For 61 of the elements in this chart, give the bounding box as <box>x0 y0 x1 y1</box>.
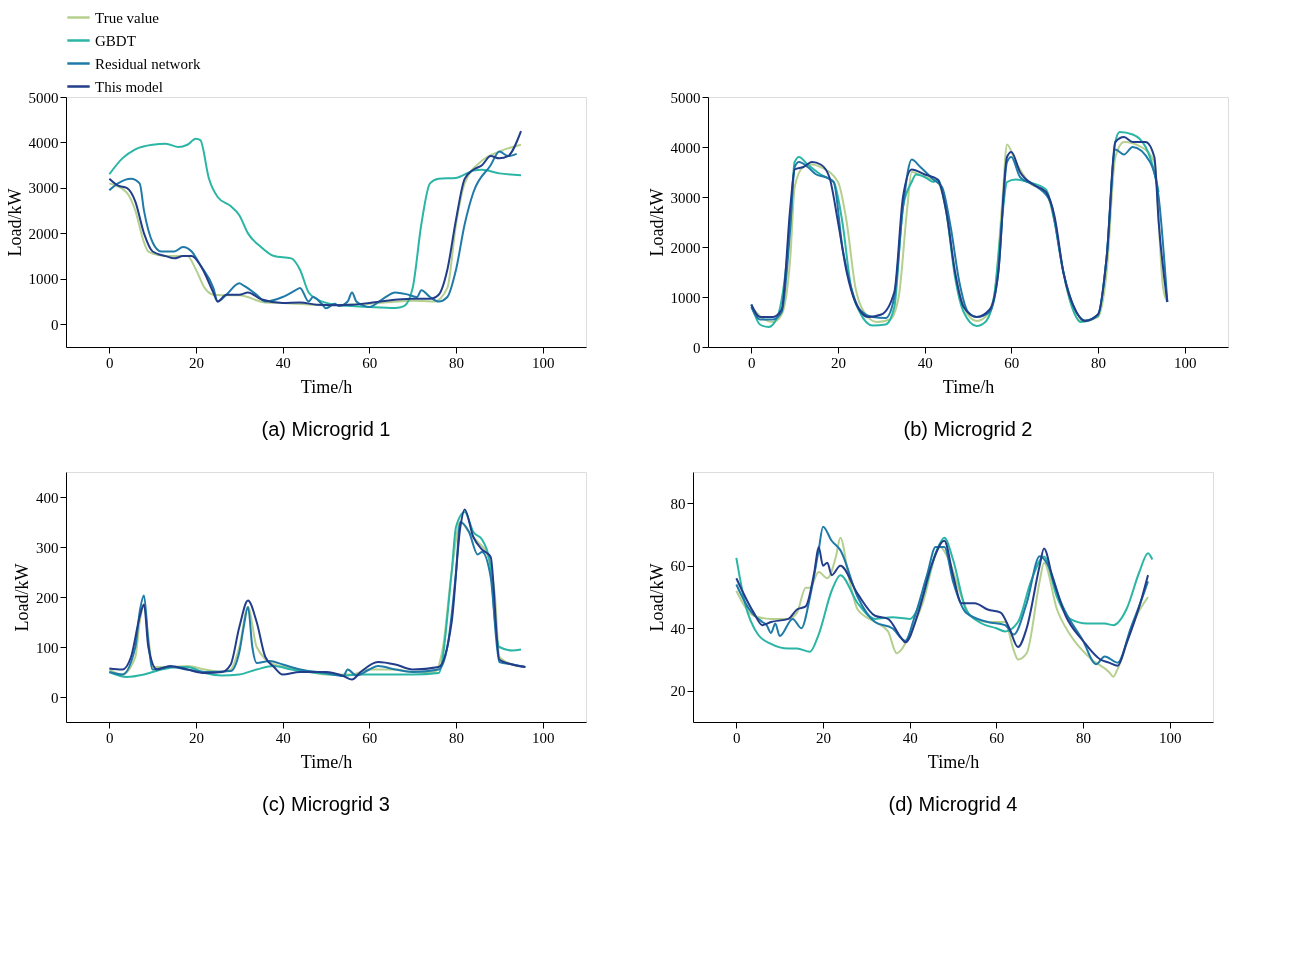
x-tick-label: 80 <box>1091 354 1106 371</box>
x-tick-label: 100 <box>1173 354 1197 371</box>
x-tick-label: 60 <box>1004 354 1020 371</box>
y-tick-label: 2000 <box>28 225 59 242</box>
legend-label: This model <box>95 78 163 95</box>
y-tick-label: 1000 <box>28 271 59 288</box>
y-tick-label: 3000 <box>670 189 701 206</box>
y-tick-label: 4000 <box>28 134 59 151</box>
x-tick-label: 0 <box>106 354 114 371</box>
x-tick-label: 40 <box>275 354 291 371</box>
x-tick-label: 0 <box>106 729 114 746</box>
y-tick-label: 5000 <box>670 89 701 106</box>
x-tick-label: 40 <box>902 729 918 746</box>
y-tick-label: 0 <box>693 339 701 356</box>
y-axis-title: Load/kW <box>646 563 667 632</box>
text: (a) Microgrid 1 <box>261 418 391 440</box>
y-axis-title: Load/kW <box>4 188 25 257</box>
text: (d) Microgrid 4 <box>888 793 1018 815</box>
y-tick-label: 200 <box>36 589 59 606</box>
x-tick-label: 20 <box>189 354 204 371</box>
y-tick-label: 0 <box>51 316 59 333</box>
legend-label: GBDT <box>95 32 136 49</box>
y-tick-label: 2000 <box>670 239 701 256</box>
x-axis-title: Time/h <box>942 376 995 397</box>
x-tick-label: 20 <box>189 729 204 746</box>
x-tick-label: 100 <box>531 354 555 371</box>
y-tick-label: 300 <box>36 539 59 556</box>
x-tick-label: 60 <box>362 729 378 746</box>
y-tick-label: 60 <box>670 558 686 575</box>
y-tick-label: 400 <box>36 489 59 506</box>
x-tick-label: 60 <box>989 729 1005 746</box>
y-axis-title: Load/kW <box>12 563 32 632</box>
x-axis-title: Time/h <box>300 376 353 397</box>
text: (c) Microgrid 3 <box>262 793 390 815</box>
y-tick-label: 1000 <box>670 289 701 306</box>
y-tick-label: 0 <box>51 689 59 706</box>
y-tick-label: 5000 <box>28 89 59 106</box>
x-tick-label: 80 <box>1076 729 1091 746</box>
x-tick-label: 40 <box>917 354 933 371</box>
x-axis-title: Time/h <box>927 751 980 772</box>
x-tick-label: 0 <box>748 354 756 371</box>
legend-label: Residual network <box>95 55 201 72</box>
x-tick-label: 100 <box>531 729 555 746</box>
x-axis-title: Time/h <box>300 751 353 772</box>
x-tick-label: 40 <box>275 729 291 746</box>
x-tick-label: 20 <box>816 729 831 746</box>
y-tick-label: 3000 <box>28 180 59 197</box>
x-tick-label: 100 <box>1158 729 1182 746</box>
x-tick-label: 80 <box>449 354 464 371</box>
y-tick-label: 40 <box>670 620 686 637</box>
y-tick-label: 20 <box>670 683 686 700</box>
y-axis-title: Load/kW <box>646 188 667 257</box>
x-tick-label: 0 <box>733 729 741 746</box>
x-tick-label: 60 <box>362 354 378 371</box>
legend-label: True value <box>95 9 160 26</box>
x-tick-label: 20 <box>831 354 846 371</box>
y-tick-label: 4000 <box>670 139 701 156</box>
y-tick-label: 100 <box>36 639 59 656</box>
x-tick-label: 80 <box>449 729 464 746</box>
text: (b) Microgrid 2 <box>903 418 1033 440</box>
y-tick-label: 80 <box>670 495 686 512</box>
